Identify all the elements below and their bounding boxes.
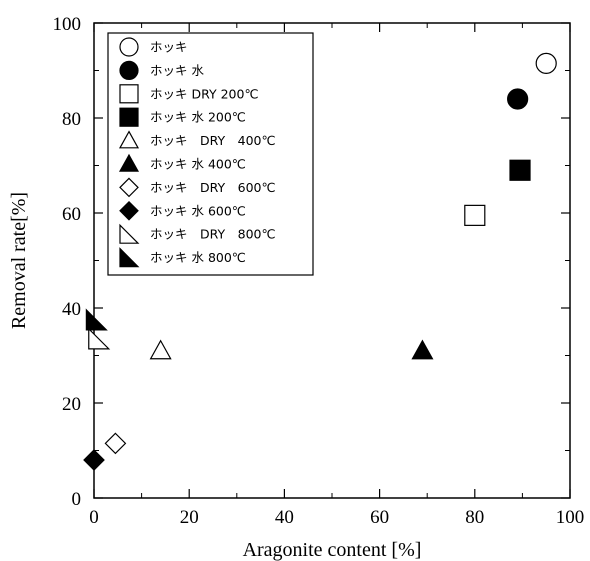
data-point-right-triangle-open: [88, 327, 111, 350]
axis-ticks: [93, 22, 571, 499]
legend-marker-triangle-open: [118, 130, 140, 149]
legend-label: ホッキ 水 400℃: [150, 157, 246, 172]
x-tick-label: 60: [370, 507, 389, 528]
x-tick-label: 100: [556, 507, 585, 528]
legend-box: [107, 32, 314, 276]
data-point-triangle-filled: [411, 339, 434, 360]
tick-labels: 0 20 40 60 80 100 0 20 40 60 80 100: [53, 14, 585, 528]
x-tick-label: 80: [465, 507, 484, 528]
x-tick-label: 40: [275, 507, 294, 528]
legend-marker-right-triangle-filled: [119, 247, 140, 268]
data-point-triangle-open: [149, 339, 172, 360]
legend-label: ホッキ: [150, 40, 188, 55]
legend-marker-diamond-filled: [119, 200, 139, 221]
y-tick-label: 80: [62, 109, 81, 130]
x-tick-label: 0: [89, 507, 99, 528]
legend-marker-square-open: [119, 84, 139, 104]
legend-marker-circle-open: [119, 37, 139, 57]
legend-label: ホッキ 水 600℃: [150, 203, 246, 218]
data-point-square-filled: [509, 159, 531, 181]
legend-marker-square-filled: [119, 107, 139, 127]
legend-label: ホッキ 水 200℃: [150, 110, 246, 125]
legend-label: ホッキ DRY 600℃: [150, 180, 276, 195]
legend-label: ホッキ 水: [150, 63, 204, 78]
data-point-square-open: [464, 204, 486, 226]
y-tick-label: 100: [53, 14, 82, 35]
legend-marker-circle-filled: [119, 60, 139, 81]
data-point-diamond-open: [104, 432, 127, 455]
y-tick-label: 0: [72, 489, 82, 510]
data-point-right-triangle-filled: [85, 308, 108, 331]
data-point-circle-filled: [507, 88, 529, 110]
y-axis-title: Removal rate[%]: [8, 192, 30, 329]
data-point-circle-open: [535, 52, 557, 74]
data-point-diamond-filled: [83, 449, 105, 471]
y-tick-label: 20: [62, 394, 81, 415]
x-tick-label: 20: [180, 507, 199, 528]
legend-marker-diamond-open: [119, 177, 139, 198]
legend-marker-triangle-filled: [118, 153, 140, 172]
x-axis-title: Aragonite content [%]: [243, 539, 422, 561]
y-tick-label: 60: [62, 204, 81, 225]
legend-label: ホッキ 水 800℃: [150, 250, 246, 265]
legend-label: ホッキ DRY 800℃: [150, 227, 276, 242]
legend-label: ホッキ DRY 200℃: [150, 86, 259, 101]
y-tick-label: 40: [62, 299, 81, 320]
data-points: [83, 52, 557, 471]
legend-label: ホッキ DRY 400℃: [150, 133, 276, 148]
legend-marker-right-triangle-open: [119, 223, 140, 244]
